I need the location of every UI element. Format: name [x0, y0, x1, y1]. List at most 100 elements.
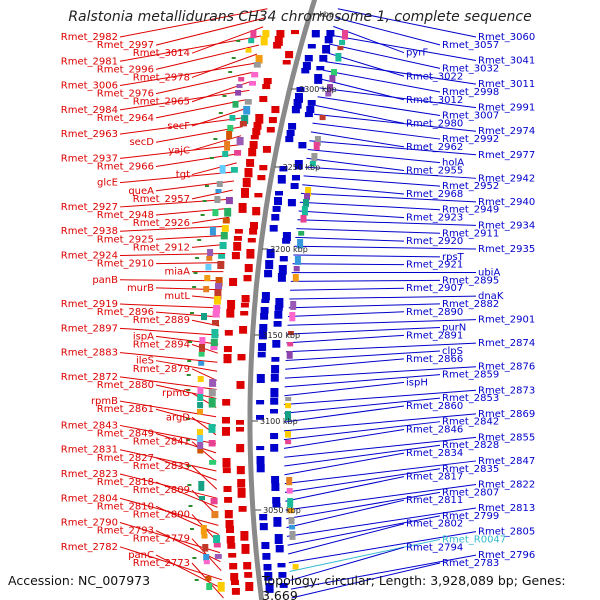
color-coded-feature: [289, 525, 296, 530]
forward-strand-feature: [256, 374, 265, 383]
color-coded-feature: [209, 227, 216, 236]
forward-strand-feature: [288, 123, 297, 130]
left-gene-label: Rmet_2872: [61, 372, 118, 383]
right-gene-leader: [287, 319, 477, 326]
forward-strand-feature: [258, 343, 267, 352]
left-gene-label: Rmet_2927: [61, 202, 118, 213]
gc-skew-mark: [186, 439, 191, 441]
forward-strand-feature: [256, 456, 265, 465]
gc-skew-mark: [213, 138, 218, 140]
forward-strand-feature: [326, 30, 335, 37]
gc-skew-mark: [222, 95, 227, 97]
kbp-tick-label: 3250 kbp: [283, 163, 321, 172]
right-gene-label: Rmet_3041: [478, 56, 535, 67]
color-coded-feature: [214, 554, 222, 559]
right-gene-leader: [299, 201, 441, 211]
right-gene-label: rpsT: [442, 252, 465, 263]
right-gene-leader: [284, 366, 477, 379]
color-coded-feature: [197, 394, 204, 401]
color-coded-feature: [199, 344, 205, 352]
color-coded-feature: [335, 53, 342, 62]
right-gene-leader: [288, 523, 405, 555]
left-gene-label: Rmet_2926: [133, 218, 190, 229]
forward-strand-feature: [298, 142, 307, 149]
reverse-strand-feature: [291, 30, 299, 35]
color-coded-feature: [198, 481, 205, 491]
color-coded-feature: [217, 261, 225, 269]
right-gene-label: Rmet_2921: [406, 260, 463, 271]
color-coded-feature: [286, 477, 293, 486]
left-gene-label: Rmet_2818: [97, 477, 154, 488]
color-coded-feature: [208, 398, 216, 408]
color-coded-feature: [331, 69, 337, 76]
right-gene-label: Rmet_2911: [442, 228, 499, 239]
right-gene-label: Rmet_3007: [442, 111, 499, 122]
left-gene-leader: [191, 441, 217, 463]
reverse-strand-feature: [237, 354, 246, 361]
reverse-strand-feature: [259, 96, 268, 102]
right-gene-label: Rmet_2834: [406, 448, 463, 459]
forward-strand-feature: [274, 197, 282, 206]
forward-strand-feature: [269, 225, 278, 232]
forward-strand-feature: [306, 106, 315, 114]
left-gene-label: rpmB: [91, 396, 118, 407]
color-coded-feature: [285, 411, 291, 421]
right-gene-leader: [287, 311, 405, 317]
color-coded-feature: [309, 161, 316, 167]
left-gene-label: tgt: [176, 170, 190, 181]
color-coded-feature: [201, 534, 208, 539]
reverse-strand-feature: [239, 326, 248, 334]
forward-strand-feature: [296, 87, 305, 93]
right-gene-label: Rmet_2828: [442, 440, 499, 451]
forward-strand-feature: [270, 433, 279, 440]
right-gene-leader: [290, 287, 405, 291]
left-gene-leader: [155, 98, 248, 119]
forward-strand-feature: [272, 497, 281, 504]
right-gene-label: Rmet_2891: [406, 330, 463, 341]
left-gene-leader: [155, 262, 225, 265]
reverse-strand-feature: [237, 479, 246, 488]
color-coded-feature: [211, 329, 219, 339]
gc-skew-mark: [200, 214, 205, 216]
reverse-strand-feature: [231, 252, 240, 260]
color-coded-feature: [230, 167, 238, 173]
left-gene-label: Rmet_2827: [97, 453, 154, 464]
gc-skew-mark: [190, 312, 194, 314]
right-gene-label: Rmet_2796: [478, 550, 535, 561]
gc-skew-mark: [218, 112, 223, 114]
forward-strand-feature: [285, 136, 294, 143]
left-gene-leader: [119, 303, 221, 309]
color-coded-feature: [337, 46, 344, 51]
right-gene-label: Rmet_2822: [478, 479, 535, 490]
gc-skew-mark: [192, 286, 197, 288]
gc-skew-mark: [187, 484, 192, 486]
right-gene-label: Rmet_2977: [478, 150, 535, 161]
reverse-strand-feature: [240, 531, 249, 541]
color-coded-feature: [285, 440, 292, 445]
reverse-strand-feature: [252, 128, 261, 136]
reverse-strand-feature: [282, 60, 291, 65]
reverse-strand-feature: [242, 178, 251, 188]
left-gene-label: Rmet_2978: [133, 72, 190, 83]
right-gene-label: Rmet_2817: [406, 472, 463, 483]
color-coded-feature: [197, 387, 204, 395]
left-gene-label: Rmet_2963: [61, 129, 118, 140]
color-coded-feature: [248, 38, 255, 44]
reverse-strand-feature: [253, 122, 262, 130]
right-gene-label: Rmet_2980: [406, 118, 463, 129]
color-coded-feature: [204, 275, 211, 282]
left-gene-leader: [155, 530, 221, 563]
forward-strand-feature: [275, 191, 283, 196]
forward-strand-feature: [263, 564, 272, 571]
reverse-strand-feature: [236, 381, 245, 389]
color-coded-feature: [294, 256, 301, 265]
left-gene-label: Rmet_2965: [133, 97, 190, 108]
right-gene-leader: [284, 374, 441, 388]
right-gene-leader: [284, 436, 477, 458]
gc-skew-mark: [193, 272, 198, 274]
left-gene-leader: [155, 335, 219, 345]
forward-strand-feature: [274, 534, 283, 544]
left-gene-leader: [119, 171, 236, 184]
left-gene-leader: [155, 17, 266, 46]
left-gene-label: queA: [128, 186, 154, 197]
